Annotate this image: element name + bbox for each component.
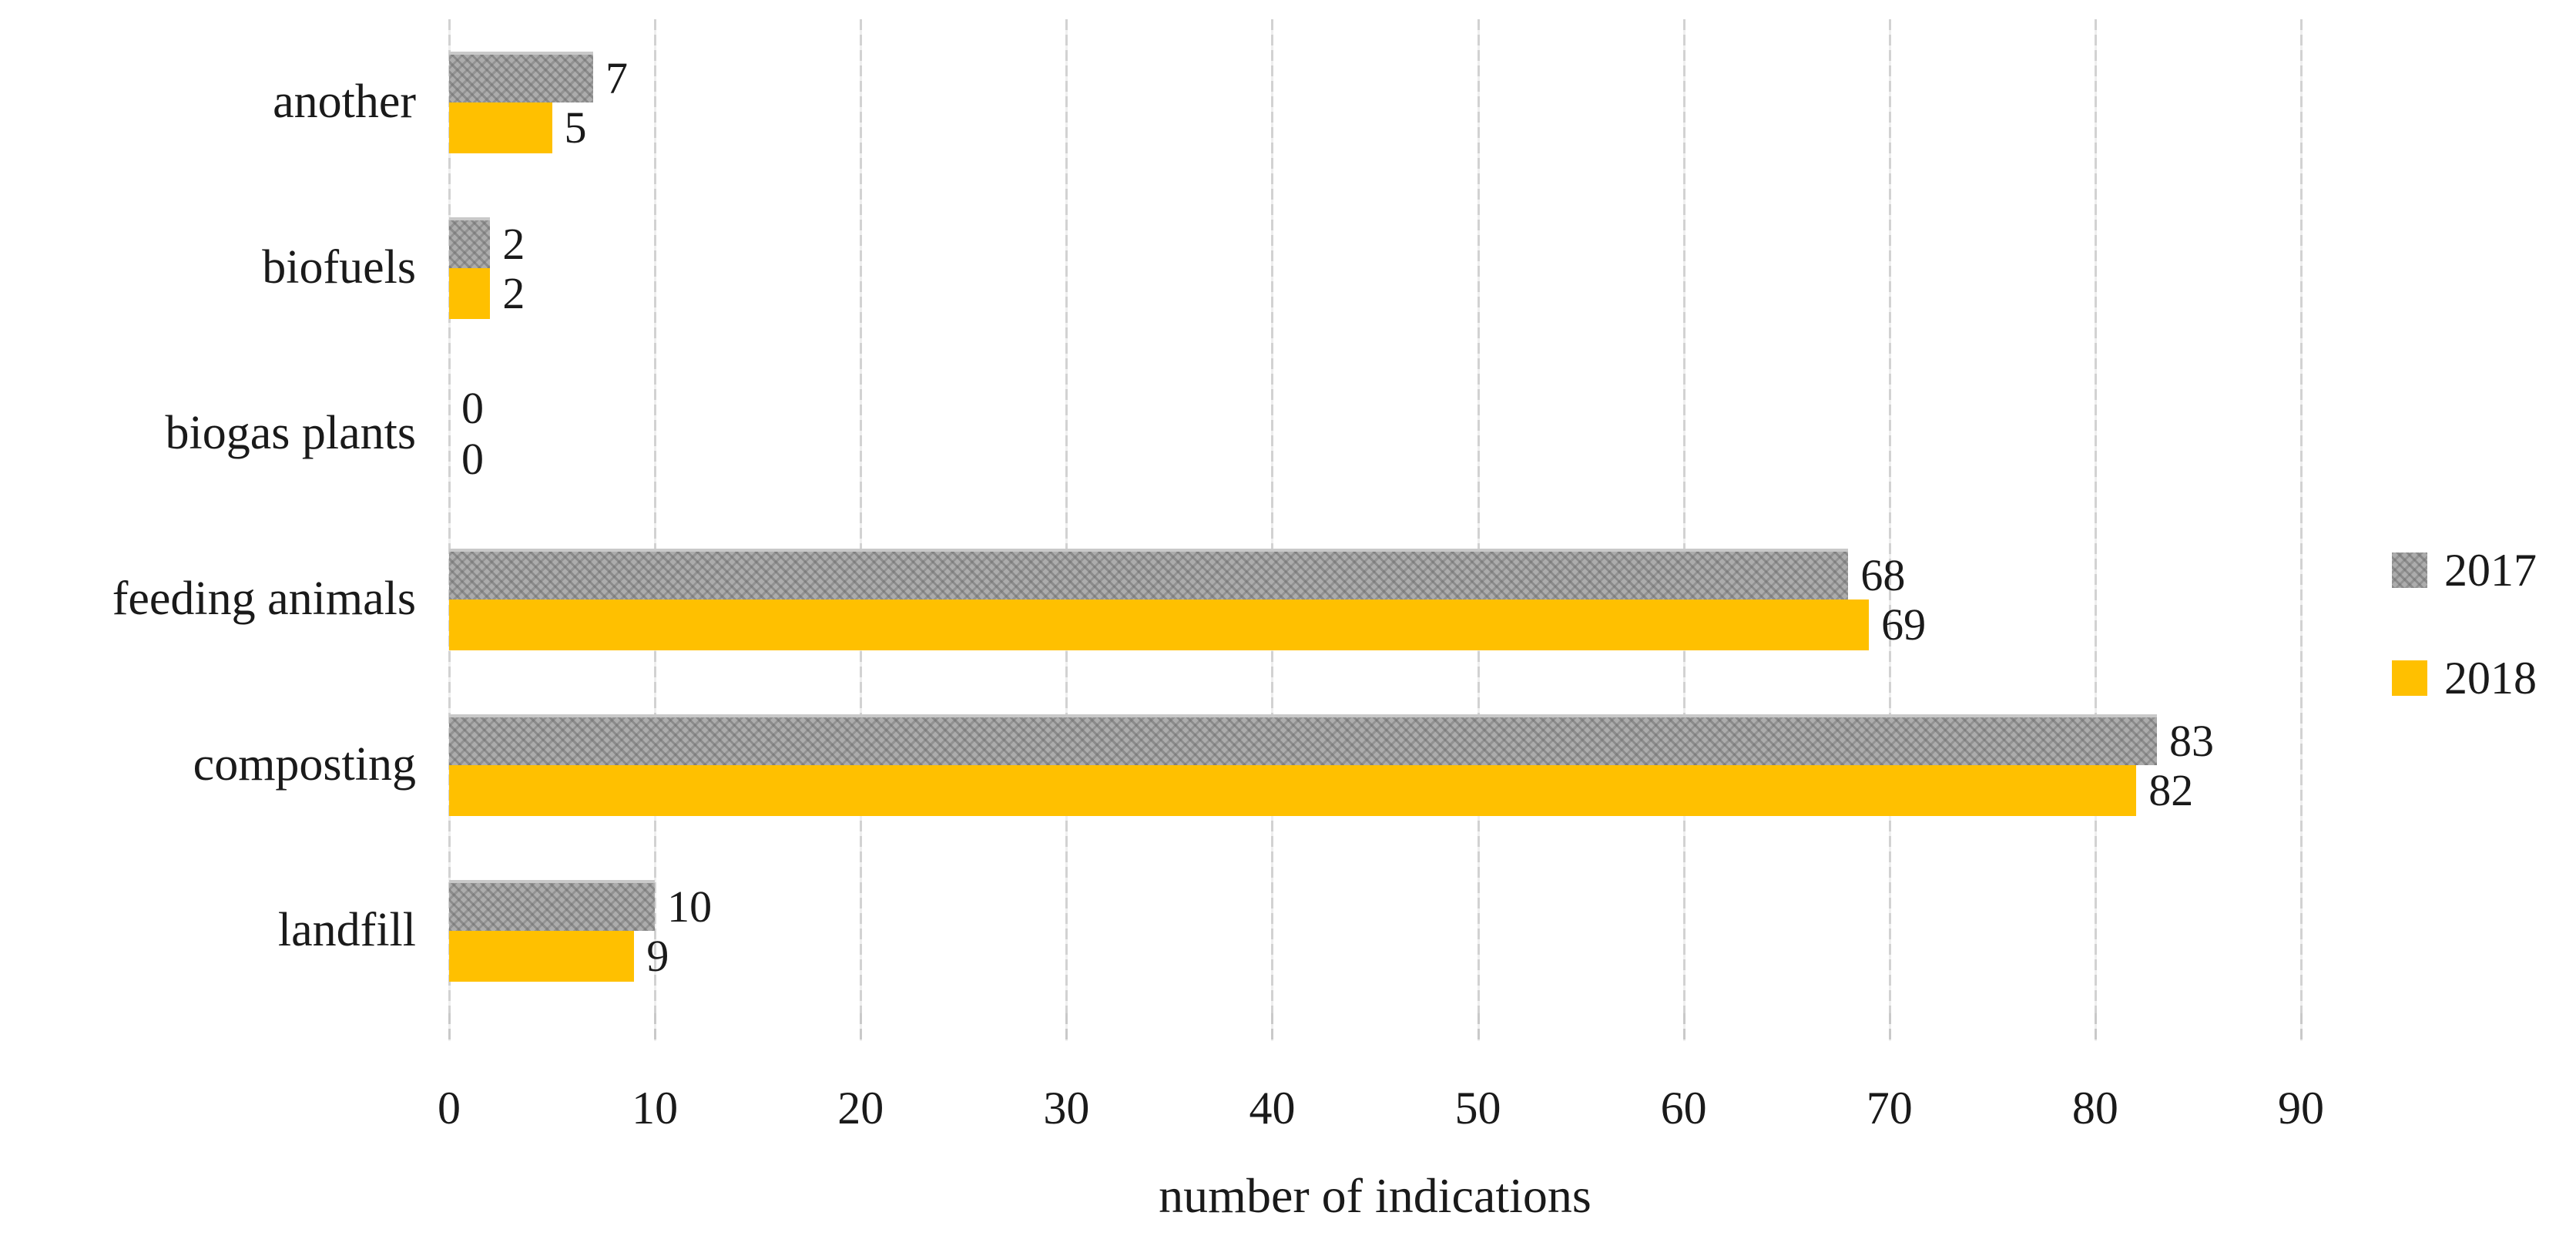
x-tick-label: 0 (438, 1083, 461, 1133)
x-tick-mark (2094, 1013, 2097, 1041)
category-label: another (273, 76, 416, 128)
bar-value-label: 5 (564, 102, 587, 153)
bar-value-label: 0 (461, 382, 484, 433)
bar-2018: 2 (449, 267, 525, 319)
bar-value-label: 69 (1881, 599, 1927, 650)
bar-row: 83 82 (449, 682, 2301, 848)
bar-value-label: 83 (2169, 715, 2215, 766)
x-axis-title: number of indications (1159, 1168, 1592, 1223)
x-tick-label: 10 (632, 1083, 679, 1133)
x-tick-label: 50 (1454, 1083, 1501, 1133)
category-label: biofuels (262, 241, 416, 294)
x-tick-label: 90 (2278, 1083, 2324, 1133)
bar-value-label: 2 (502, 218, 525, 269)
bar-value-label: 9 (646, 930, 669, 981)
x-tick-mark (1065, 1013, 1068, 1041)
bar-value-label: 2 (502, 267, 525, 318)
bar-2018: 5 (449, 102, 587, 153)
plot-area: 7 5 2 2 0 0 68 69 83 82 10 9 (448, 19, 2303, 1041)
x-tick-mark (860, 1013, 863, 1041)
x-tick-mark (448, 1013, 451, 1041)
x-tick-mark (1682, 1013, 1685, 1041)
bar-2017: 83 (449, 714, 2214, 765)
legend-swatch-2018 (2392, 660, 2427, 696)
x-tick-label: 80 (2071, 1083, 2118, 1133)
bar-2018: 9 (449, 930, 669, 982)
x-tick-label: 20 (837, 1083, 884, 1133)
gridline (448, 19, 451, 1013)
gridline (1065, 19, 1068, 1013)
legend-swatch-2017 (2392, 552, 2427, 588)
bar-2017: 10 (449, 879, 712, 931)
x-tick-mark (1888, 1013, 1891, 1041)
gridline (860, 19, 863, 1013)
bar-value-label: 82 (2148, 764, 2194, 815)
x-tick-label: 40 (1249, 1083, 1296, 1133)
bar-row: 68 69 (449, 516, 2301, 682)
gridline (1271, 19, 1274, 1013)
bar-value-label: 7 (605, 52, 628, 103)
x-tick-mark (1271, 1013, 1274, 1041)
gridline (1477, 19, 1480, 1013)
bar-2017: 2 (449, 217, 525, 268)
legend-label: 2017 (2444, 545, 2537, 596)
legend-item-2017: 2017 (2392, 547, 2537, 593)
bar-row: 10 9 (449, 848, 2301, 1013)
legend-label: 2018 (2444, 653, 2537, 704)
x-tick-mark (1477, 1013, 1480, 1041)
bar-value-label: 68 (1860, 549, 1906, 600)
gridline (654, 19, 657, 1013)
gridline (1888, 19, 1891, 1013)
gridline (1682, 19, 1685, 1013)
x-tick-mark (654, 1013, 657, 1041)
category-label: landfill (277, 904, 416, 956)
bar-2018: 69 (449, 599, 1926, 650)
gridline (2300, 19, 2303, 1013)
gridline (2094, 19, 2097, 1013)
category-label: biogas plants (165, 407, 416, 459)
x-tick-label: 60 (1660, 1083, 1707, 1133)
x-tick-label: 30 (1043, 1083, 1090, 1133)
bar-2017: 7 (449, 51, 628, 102)
bar-2017: 68 (449, 548, 1905, 599)
legend: 2017 2018 (2392, 547, 2537, 701)
category-label: feeding animals (112, 573, 416, 625)
legend-item-2018: 2018 (2392, 655, 2537, 701)
x-tick-mark (2300, 1013, 2303, 1041)
x-tick-label: 70 (1866, 1083, 1913, 1133)
bar-value-label: 10 (667, 881, 713, 932)
bar-value-label: 0 (461, 433, 484, 484)
bar-2018: 82 (449, 764, 2193, 816)
category-label: composting (193, 738, 416, 791)
